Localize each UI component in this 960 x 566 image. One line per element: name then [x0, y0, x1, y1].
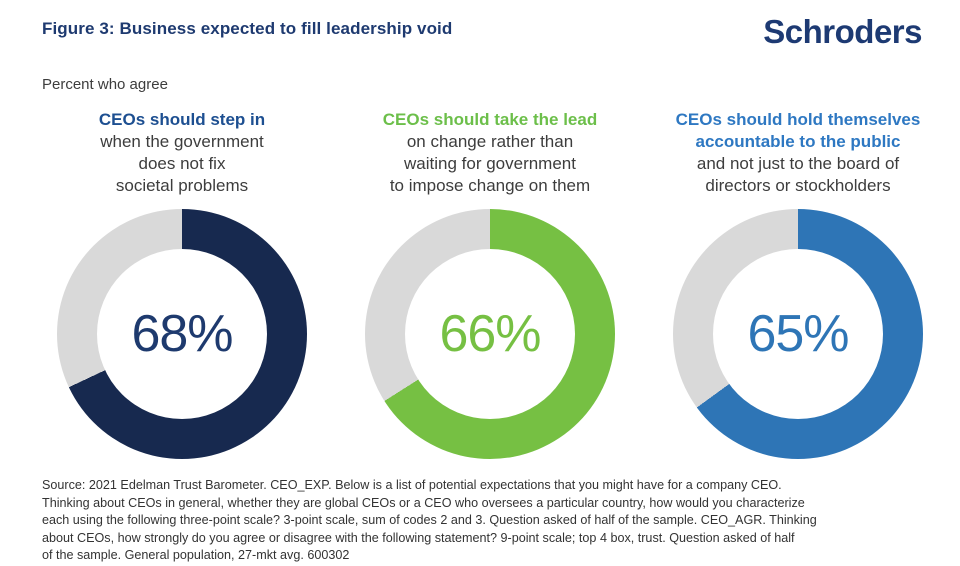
chart-heading-rest: when the government does not fix societal … — [100, 132, 264, 195]
chart-heading: CEOs should step in when the government d… — [32, 109, 332, 197]
chart-heading-bold: CEOs should step in — [98, 110, 266, 129]
donut-value-label: 68% — [131, 305, 233, 363]
chart-column-ceos-take-lead: CEOs should take the lead on change rath… — [340, 109, 640, 459]
donut-value-label: 66% — [439, 305, 541, 363]
donut-hole: 66% — [405, 249, 575, 419]
donut-hole: 68% — [97, 249, 267, 419]
donut-hole: 65% — [713, 249, 883, 419]
source-note: Source: 2021 Edelman Trust Barometer. CE… — [42, 478, 817, 563]
chart-heading-rest: on change rather than waiting for governm… — [389, 132, 591, 195]
donut-wrap: 65% — [648, 209, 948, 459]
schroders-logo: Schroders — [763, 13, 922, 50]
donut-chart-68: 68% — [57, 209, 307, 459]
chart-heading: CEOs should take the lead on change rath… — [340, 109, 640, 197]
header: Figure 3: Business expected to fill lead… — [0, 0, 960, 48]
chart-heading-rest: and not just to the board of directors or… — [696, 154, 900, 195]
donut-chart-66: 66% — [365, 209, 615, 459]
donut-charts-row: CEOs should step in when the government d… — [0, 93, 960, 459]
chart-column-ceos-step-in: CEOs should step in when the government d… — [32, 109, 332, 459]
figure-title: Figure 3: Business expected to fill lead… — [42, 19, 453, 38]
donut-wrap: 66% — [340, 209, 640, 459]
chart-heading: CEOs should hold themselves accountable t… — [648, 109, 948, 197]
chart-heading-bold: CEOs should hold themselves accountable t… — [675, 110, 921, 151]
donut-chart-65: 65% — [673, 209, 923, 459]
subtitle-percent-who-agree: Percent who agree — [42, 76, 168, 93]
chart-heading-bold: CEOs should take the lead — [382, 110, 598, 129]
donut-value-label: 65% — [747, 305, 849, 363]
donut-wrap: 68% — [32, 209, 332, 459]
chart-column-ceos-accountable: CEOs should hold themselves accountable t… — [648, 109, 948, 459]
